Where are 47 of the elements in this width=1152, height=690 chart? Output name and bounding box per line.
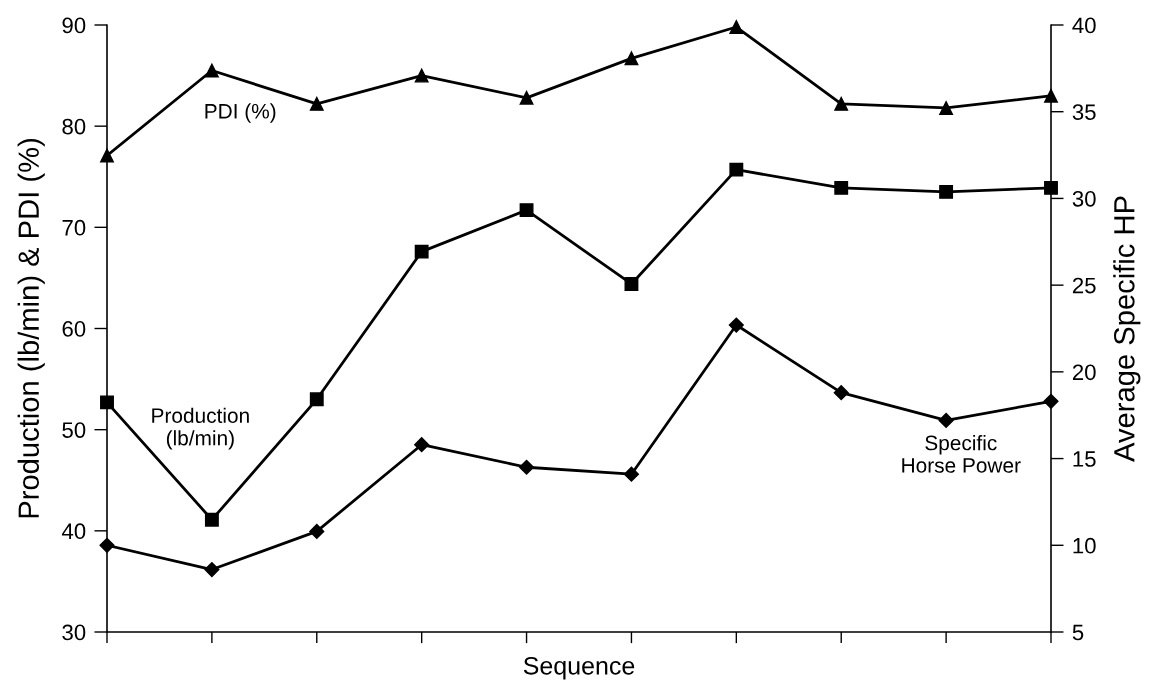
point xyxy=(729,162,744,177)
point xyxy=(833,385,849,401)
y-tick-label: 50 xyxy=(62,422,86,438)
point xyxy=(414,437,430,453)
y-tick-label: 90 xyxy=(62,17,86,34)
point xyxy=(518,459,535,475)
series-label: Specific Horse Power xyxy=(902,435,1021,473)
y-tick-label: 70 xyxy=(62,219,86,236)
point xyxy=(834,180,849,195)
y2-tick-label: 15 xyxy=(1073,451,1096,467)
y2-axis-title: Average Specific HP xyxy=(1113,196,1141,462)
series-label: Production (lb/min) xyxy=(152,407,249,450)
point xyxy=(204,561,220,578)
y-axis-title: Production (lb/min) & PDI (%) xyxy=(17,139,45,518)
point xyxy=(834,96,849,111)
y-tick-label: 80 xyxy=(62,118,86,135)
point xyxy=(309,523,325,539)
point xyxy=(99,537,115,553)
point xyxy=(728,317,744,333)
y2-tick-label: 25 xyxy=(1072,277,1096,294)
point xyxy=(939,101,954,115)
point xyxy=(624,51,639,66)
point xyxy=(414,244,429,259)
y-tick-label: 40 xyxy=(61,523,86,540)
y-tick-label: 60 xyxy=(62,321,86,337)
point xyxy=(1043,393,1059,409)
point xyxy=(309,392,324,407)
point xyxy=(204,63,219,78)
x-axis-title: Sequence xyxy=(523,656,635,680)
point xyxy=(939,184,954,199)
point xyxy=(623,466,640,482)
point xyxy=(938,412,954,428)
point xyxy=(414,68,429,83)
y2-tick-label: 20 xyxy=(1072,364,1096,381)
y2-tick-label: 35 xyxy=(1072,104,1096,120)
y2-tick-label: 10 xyxy=(1073,537,1096,554)
point xyxy=(624,277,639,291)
point xyxy=(204,512,219,527)
y2-tick-label: 40 xyxy=(1072,17,1096,34)
point xyxy=(309,96,324,111)
y2-tick-label: 5 xyxy=(1072,624,1084,641)
series-label: PDI (%) xyxy=(205,103,276,123)
y2-tick-label: 30 xyxy=(1072,190,1096,207)
point xyxy=(519,203,534,218)
y-tick-label: 30 xyxy=(62,624,86,641)
point xyxy=(729,20,744,34)
point xyxy=(519,90,534,105)
